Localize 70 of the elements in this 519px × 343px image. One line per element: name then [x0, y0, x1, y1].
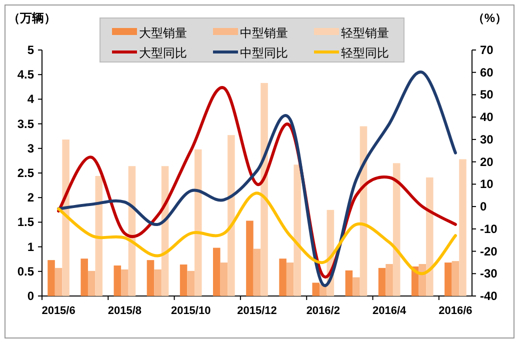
x-tick-label: 2016/2	[306, 305, 340, 317]
bar	[213, 248, 220, 296]
x-tick-label: 2015/12	[237, 305, 277, 317]
y2-tick-label: 70	[480, 43, 494, 57]
legend-label: 大型同比	[139, 46, 187, 60]
y2-tick-label: -40	[480, 289, 498, 303]
y-tick-label: 5	[27, 43, 34, 57]
y2-tick-label: -30	[480, 266, 498, 281]
bar	[194, 149, 202, 296]
bar	[62, 140, 70, 296]
bar	[180, 264, 188, 296]
bar	[121, 269, 128, 296]
bar	[426, 177, 434, 296]
x-tick-label: 2015/6	[42, 305, 76, 317]
y-tick-label: 0.5	[17, 264, 34, 278]
bar	[294, 164, 301, 296]
bar	[345, 270, 353, 296]
bar	[279, 258, 286, 296]
bar	[444, 262, 452, 296]
bar	[80, 258, 88, 296]
bar	[95, 176, 103, 296]
bar	[54, 268, 62, 296]
legend-label: 中型销量	[240, 26, 288, 40]
bar	[88, 270, 96, 296]
y-tick-label: 0	[27, 289, 34, 303]
bar	[154, 269, 162, 296]
bar	[386, 264, 393, 296]
bar	[220, 262, 228, 296]
bar	[286, 262, 294, 296]
bar	[146, 260, 154, 296]
y2-tick-label: 50	[480, 88, 494, 102]
y2-tick-label: 60	[480, 65, 494, 80]
bar	[392, 163, 400, 296]
y2-tick-label: -20	[480, 244, 498, 258]
bar	[48, 260, 55, 296]
bar	[459, 159, 466, 296]
bar	[228, 135, 235, 296]
x-tick-label: 2016/6	[438, 305, 472, 317]
x-tick-label: 2016/4	[372, 305, 408, 317]
y2-tick-label: 40	[480, 110, 494, 124]
y-tick-label: 1.5	[17, 215, 34, 230]
y-tick-label: 4	[27, 92, 34, 106]
bar	[378, 268, 386, 296]
bar	[312, 282, 320, 296]
legend-label: 轻型销量	[341, 26, 389, 40]
bar	[187, 270, 194, 296]
y2-tick-label: 30	[480, 132, 494, 146]
y-tick-label: 2.5	[17, 166, 34, 180]
y2-tick-label: -10	[480, 222, 498, 236]
x-tick-label: 2015/8	[108, 305, 142, 317]
legend-label: 大型销量	[139, 26, 187, 40]
bar	[260, 82, 268, 296]
bar	[246, 220, 254, 296]
bar	[352, 277, 360, 296]
y-tick-label: 2	[27, 190, 34, 205]
y-tick-label: 3	[27, 141, 34, 156]
y2-tick-label: 0	[480, 200, 487, 214]
legend-label: 中型同比	[240, 46, 288, 60]
y-tick-label: 3.5	[17, 116, 34, 131]
y2-axis-title: （%）	[472, 11, 507, 25]
y2-tick-label: 10	[480, 177, 494, 192]
legend-label: 轻型同比	[341, 46, 389, 60]
y-tick-label: 1	[27, 240, 34, 254]
x-tick-label: 2015/10	[170, 305, 211, 317]
bar	[452, 261, 460, 296]
y-tick-label: 4.5	[17, 68, 34, 82]
bar	[253, 248, 261, 296]
y-axis-title: （万辆）	[8, 11, 56, 25]
bar	[114, 265, 122, 296]
y2-tick-label: 20	[480, 154, 494, 169]
